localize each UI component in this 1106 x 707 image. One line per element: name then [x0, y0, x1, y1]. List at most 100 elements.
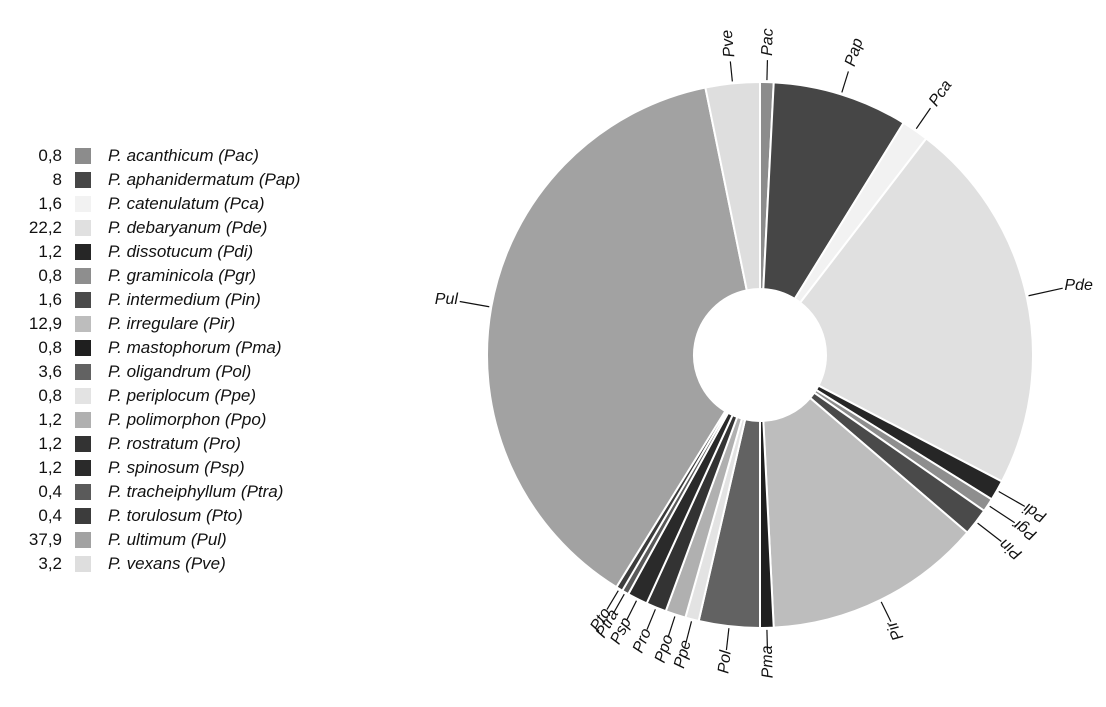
- slice-label-pca: Pca: [926, 77, 956, 109]
- legend-value: 3,2: [38, 554, 62, 573]
- legend-value: 1,2: [38, 434, 62, 453]
- legend-swatch: [75, 268, 91, 284]
- legend-value: 0,8: [38, 338, 62, 357]
- legend-label: P. vexans (Pve): [108, 554, 226, 573]
- legend-label: P. spinosum (Psp): [108, 458, 245, 477]
- legend-label: P. intermedium (Pin): [108, 290, 261, 309]
- legend-label: P. oligandrum (Pol): [108, 362, 252, 381]
- legend-value: 0,4: [38, 482, 62, 501]
- leader-line: [1028, 287, 1063, 297]
- legend-value: 1,6: [38, 290, 62, 309]
- legend-value: 1,2: [38, 458, 62, 477]
- legend-label: P. tracheiphyllum (Ptra): [108, 482, 284, 501]
- legend-item: 1,2 P. rostratum (Pro): [0, 432, 400, 456]
- legend-item: 12,9 P. irregulare (Pir): [0, 312, 400, 336]
- slice-label-pve: Pve: [719, 29, 739, 58]
- slice-label-pol: Pol: [715, 649, 735, 674]
- legend-value: 12,9: [28, 314, 62, 333]
- legend-swatch: [75, 340, 91, 356]
- legend-item: 0,8 P. graminicola (Pgr): [0, 264, 400, 288]
- slice-label-ppe: Ppe: [671, 638, 695, 670]
- slice-pde: [798, 137, 1034, 483]
- legend-swatch: [75, 316, 91, 332]
- leader-line: [667, 616, 676, 638]
- legend-label: P. irregulare (Pir): [108, 314, 236, 333]
- legend-value: 22,2: [28, 218, 62, 237]
- legend-value: 0,8: [38, 146, 62, 165]
- legend-item: 22,2 P. debaryanum (Pde): [0, 216, 400, 240]
- legend-item: 1,2 P. dissotucum (Pdi): [0, 240, 400, 264]
- leader-line: [606, 590, 619, 610]
- legend-value: 8: [52, 170, 62, 189]
- legend-swatch: [75, 196, 91, 212]
- legend-swatch: [75, 508, 91, 524]
- legend-value: 0,4: [38, 506, 62, 525]
- leader-line: [626, 600, 638, 621]
- leader-line: [915, 107, 931, 130]
- legend-item: 0,8 P. periplocum (Ppe): [0, 384, 400, 408]
- legend-swatch: [75, 172, 91, 188]
- legend-label: P. acanthicum (Pac): [108, 146, 259, 165]
- leader-line: [766, 629, 769, 650]
- slice-label-pir: Pir: [883, 617, 907, 643]
- legend-label: P. rostratum (Pro): [108, 434, 241, 453]
- slice-label-pin: Pin: [996, 535, 1025, 563]
- legend-label: P. catenulatum (Pca): [108, 194, 265, 213]
- leader-lines-group: [459, 60, 1063, 651]
- legend-label: P. mastophorum (Pma): [108, 338, 282, 357]
- slice-pul: [486, 86, 748, 589]
- slice-pve: [704, 80, 761, 292]
- legend-item: 1,2 P. spinosum (Psp): [0, 456, 400, 480]
- slice-label-pde: Pde: [1064, 277, 1093, 294]
- legend-swatch: [75, 292, 91, 308]
- legend-item: 1,6 P. catenulatum (Pca): [0, 192, 400, 216]
- leader-line: [766, 60, 769, 81]
- legend-swatch: [75, 364, 91, 380]
- leader-line: [725, 628, 730, 651]
- legend-swatch: [75, 412, 91, 428]
- legend-swatch: [75, 484, 91, 500]
- legend-value: 0,8: [38, 386, 62, 405]
- leader-line: [612, 593, 625, 614]
- legend-swatch: [75, 532, 91, 548]
- slice-label-pac: Pac: [759, 28, 777, 56]
- legend-value: 1,2: [38, 410, 62, 429]
- slices-group: [486, 80, 1034, 630]
- leader-line: [646, 609, 656, 630]
- legend-label: P. debaryanum (Pde): [108, 218, 268, 237]
- slice-label-pap: Pap: [842, 36, 867, 68]
- legend-item: 0,4 P. torulosum (Pto): [0, 504, 400, 528]
- legend-label: P. ultimum (Pul): [108, 530, 227, 549]
- legend-label: P. graminicola (Pgr): [108, 266, 257, 285]
- slice-pap: [762, 81, 906, 301]
- slice-label-pro: Pro: [630, 626, 655, 656]
- legend-swatch: [75, 244, 91, 260]
- leader-line: [998, 490, 1026, 507]
- slice-label-pma: Pma: [759, 645, 777, 678]
- legend-swatch: [75, 460, 91, 476]
- legend-item: 1,2 P. polimorphon (Ppo): [0, 408, 400, 432]
- legend-item: 3,6 P. oligandrum (Pol): [0, 360, 400, 384]
- legend-item: 0,8 P. acanthicum (Pac): [0, 144, 400, 168]
- leader-line: [459, 300, 490, 308]
- legend-label: P. aphanidermatum (Pap): [108, 170, 301, 189]
- legend-value: 37,9: [28, 530, 62, 549]
- legend-value: 1,2: [38, 242, 62, 261]
- legend-label: P. torulosum (Pto): [108, 506, 243, 525]
- legend-value: 1,6: [38, 194, 62, 213]
- legend-value: 0,8: [38, 266, 62, 285]
- leader-line: [989, 505, 1016, 524]
- legend-value: 3,6: [38, 362, 62, 381]
- slice-pir: [762, 396, 969, 629]
- legend-label: P. dissotucum (Pdi): [108, 242, 254, 261]
- legend-item: 0,4 P. tracheiphyllum (Ptra): [0, 480, 400, 504]
- legend-item: 8 P. aphanidermatum (Pap): [0, 168, 400, 192]
- slice-label-pul: Pul: [435, 291, 459, 308]
- legend-swatch: [75, 148, 91, 164]
- legend-swatch: [75, 556, 91, 572]
- leader-line: [729, 61, 733, 82]
- leader-line: [685, 621, 693, 643]
- legend-item: 0,8 P. mastophorum (Pma): [0, 336, 400, 360]
- legend-item: 37,9 P. ultimum (Pul): [0, 528, 400, 552]
